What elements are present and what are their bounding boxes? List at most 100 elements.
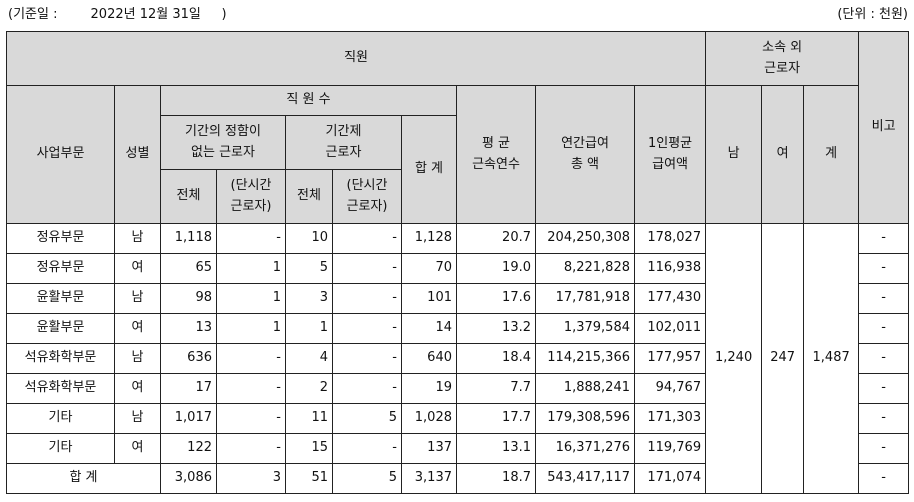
note-cell: - (858, 433, 910, 464)
per-capita-pay-cell: 119,769 (633, 433, 707, 464)
tenure-cell: 13.2 (456, 313, 536, 344)
table-row: 윤활부문 남 98 1 3 - 101 17.6 17,781,918 177,… (6, 283, 910, 314)
per-capita-pay-cell: 102,011 (633, 313, 707, 344)
per-capita-pay-cell: 178,027 (633, 223, 707, 254)
fixed-part-time-cell: - (332, 433, 402, 464)
tenure-cell: 18.4 (456, 343, 536, 374)
per-capita-pay-cell: 171,303 (633, 403, 707, 434)
note-cell: - (858, 373, 910, 404)
headcount-total-cell: 1,128 (401, 223, 457, 254)
per-capita-pay-cell: 94,767 (633, 373, 707, 404)
outside-total-cell: 1,487 (803, 223, 860, 494)
fixed-part-time-cell: - (332, 283, 402, 314)
fixed-part-time-cell: - (332, 253, 402, 284)
permanent-cell: 65 (160, 253, 217, 284)
fixed-part-time-cell: - (332, 223, 402, 254)
per-capita-pay-cell: 177,430 (633, 283, 707, 314)
fixed-part-time-cell: 5 (332, 463, 402, 494)
gender-cell: 남 (114, 403, 161, 434)
headcount-total-cell: 3,137 (401, 463, 457, 494)
permanent-part-time-cell: - (216, 433, 286, 464)
fixed-cell: 11 (285, 403, 333, 434)
gender-cell: 여 (114, 433, 161, 464)
permanent-part-time-cell: 1 (216, 283, 286, 314)
division-cell: 정유부문 (6, 223, 115, 254)
table-body: 정유부문 남 1,118 - 10 - 1,128 20.7 204,250,3… (6, 223, 910, 494)
headcount-total-cell: 14 (401, 313, 457, 344)
table-row: 정유부문 남 1,118 - 10 - 1,128 20.7 204,250,3… (6, 223, 910, 494)
headcount-total-cell: 640 (401, 343, 457, 374)
base-date-label: (기준일 : 2022년 12월 31일 ) (8, 7, 227, 22)
permanent-part-time-cell: - (216, 343, 286, 374)
fixed-cell: 51 (285, 463, 333, 494)
annual-pay-cell: 8,221,828 (535, 253, 635, 284)
note-cell: - (858, 283, 910, 314)
division-cell: 정유부문 (6, 253, 115, 284)
per-capita-pay-cell: 177,957 (633, 343, 707, 374)
tenure-cell: 17.6 (456, 283, 536, 314)
outside-female-header: 여 (761, 85, 805, 224)
permanent-part-time-cell: 1 (216, 313, 286, 344)
fixed-part-time-cell: - (332, 343, 402, 374)
permanent-part-time-cell: 3 (216, 463, 286, 494)
permanent-cell: 636 (160, 343, 217, 374)
gender-cell: 여 (114, 253, 161, 284)
permanent-part-time-header: (단시간 근로자) (216, 169, 286, 224)
division-cell: 기타 (6, 403, 115, 434)
division-cell: 윤활부문 (6, 283, 115, 314)
fixed-cell: 15 (285, 433, 333, 464)
note-cell: - (858, 223, 910, 254)
per-capita-pay-cell: 116,938 (633, 253, 707, 284)
division-header: 사업부문 (6, 85, 115, 224)
total-label-cell: 합 계 (6, 463, 161, 494)
fixed-cell: 10 (285, 223, 333, 254)
tenure-cell: 18.7 (456, 463, 536, 494)
permanent-cell: 17 (160, 373, 217, 404)
headcount-total-cell: 137 (401, 433, 457, 464)
fixed-part-time-header: (단시간 근로자) (332, 169, 402, 224)
fixed-cell: 5 (285, 253, 333, 284)
permanent-part-time-cell: - (216, 373, 286, 404)
per-capita-pay-header: 1인평균 급여액 (633, 85, 707, 224)
division-cell: 석유화학부문 (6, 373, 115, 404)
annual-pay-cell: 543,417,117 (535, 463, 635, 494)
note-cell: - (858, 313, 910, 344)
annual-pay-cell: 179,308,596 (535, 403, 635, 434)
gender-cell: 남 (114, 223, 161, 254)
note-header: 비고 (858, 31, 910, 224)
tenure-cell: 7.7 (456, 373, 536, 404)
gender-cell: 여 (114, 373, 161, 404)
permanent-all-header: 전체 (160, 169, 217, 224)
note-cell: - (858, 343, 910, 374)
division-cell: 윤활부문 (6, 313, 115, 344)
gender-cell: 여 (114, 313, 161, 344)
annual-pay-cell: 1,888,241 (535, 373, 635, 404)
tenure-cell: 19.0 (456, 253, 536, 284)
table-row: 석유화학부문 여 17 - 2 - 19 7.7 1,888,241 94,76… (6, 373, 910, 404)
gender-header: 성별 (114, 85, 161, 224)
table-row: 석유화학부문 남 636 - 4 - 640 18.4 114,215,366 … (6, 343, 910, 374)
note-cell: - (858, 403, 910, 434)
outside-total-header: 계 (803, 85, 860, 224)
headcount-total-cell: 19 (401, 373, 457, 404)
headcount-total-cell: 1,028 (401, 403, 457, 434)
outside-male-cell: 1,240 (705, 223, 763, 494)
tenure-cell: 13.1 (456, 433, 536, 464)
annual-pay-cell: 1,379,584 (535, 313, 635, 344)
fixed-cell: 2 (285, 373, 333, 404)
outside-male-header: 남 (705, 85, 763, 224)
employee-status-table: 직원 소속 외 근로자 비고 사업부문 성별 직 원 수 평 균 근속연수 연간… (5, 31, 910, 494)
permanent-cell: 3,086 (160, 463, 217, 494)
permanent-cell: 1,118 (160, 223, 217, 254)
table-header: 직원 소속 외 근로자 비고 사업부문 성별 직 원 수 평 균 근속연수 연간… (5, 31, 910, 224)
fixed-part-time-cell: - (332, 313, 402, 344)
headcount-total-header: 합 계 (401, 115, 457, 224)
permanent-cell: 98 (160, 283, 217, 314)
division-cell: 석유화학부문 (6, 343, 115, 374)
outside-female-cell: 247 (761, 223, 805, 494)
per-capita-pay-cell: 171,074 (633, 463, 707, 494)
headcount-total-cell: 101 (401, 283, 457, 314)
gender-cell: 남 (114, 283, 161, 314)
fixed-cell: 4 (285, 343, 333, 374)
table-row: 정유부문 여 65 1 5 - 70 19.0 8,221,828 116,93… (6, 253, 910, 284)
